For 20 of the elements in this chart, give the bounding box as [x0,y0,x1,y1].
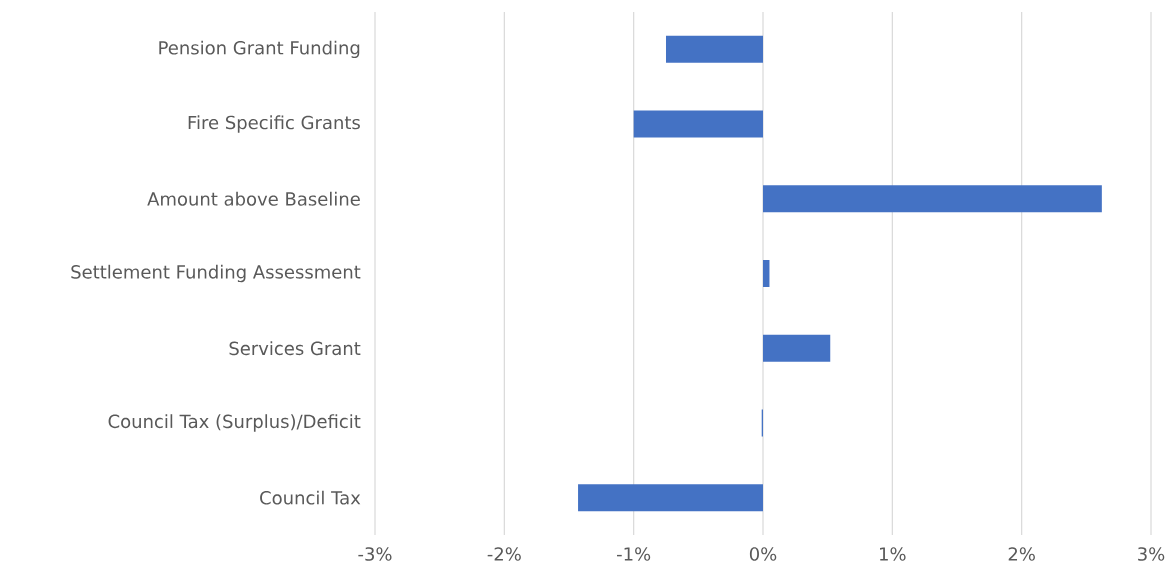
bar [666,35,763,63]
y-tick-label: Fire Specific Grants [188,115,360,133]
bar [578,484,763,512]
y-tick-label: Council Tax (Surplus)/Deficit [108,414,361,432]
bar [633,110,763,138]
y-tick-label: Amount above Baseline [147,191,360,206]
x-tick-label: 2% [1008,547,1035,561]
y-tick-label: Pension Grant Funding [159,40,360,59]
x-tick-label: -2% [487,547,521,561]
x-tick-label: 3% [1138,547,1165,561]
x-tick-label: 1% [880,547,906,561]
x-tick-label: 0% [749,547,777,561]
y-tick-label: Services Grant [229,341,361,356]
x-tick-label: -1% [617,547,651,561]
y-tick-label: Settlement Funding Assessment [71,264,361,283]
x-tick-label: -3% [358,547,392,561]
bar [763,260,770,287]
bar [763,185,1102,213]
bar [763,334,831,362]
y-tick-label: Council Tax [260,490,361,505]
